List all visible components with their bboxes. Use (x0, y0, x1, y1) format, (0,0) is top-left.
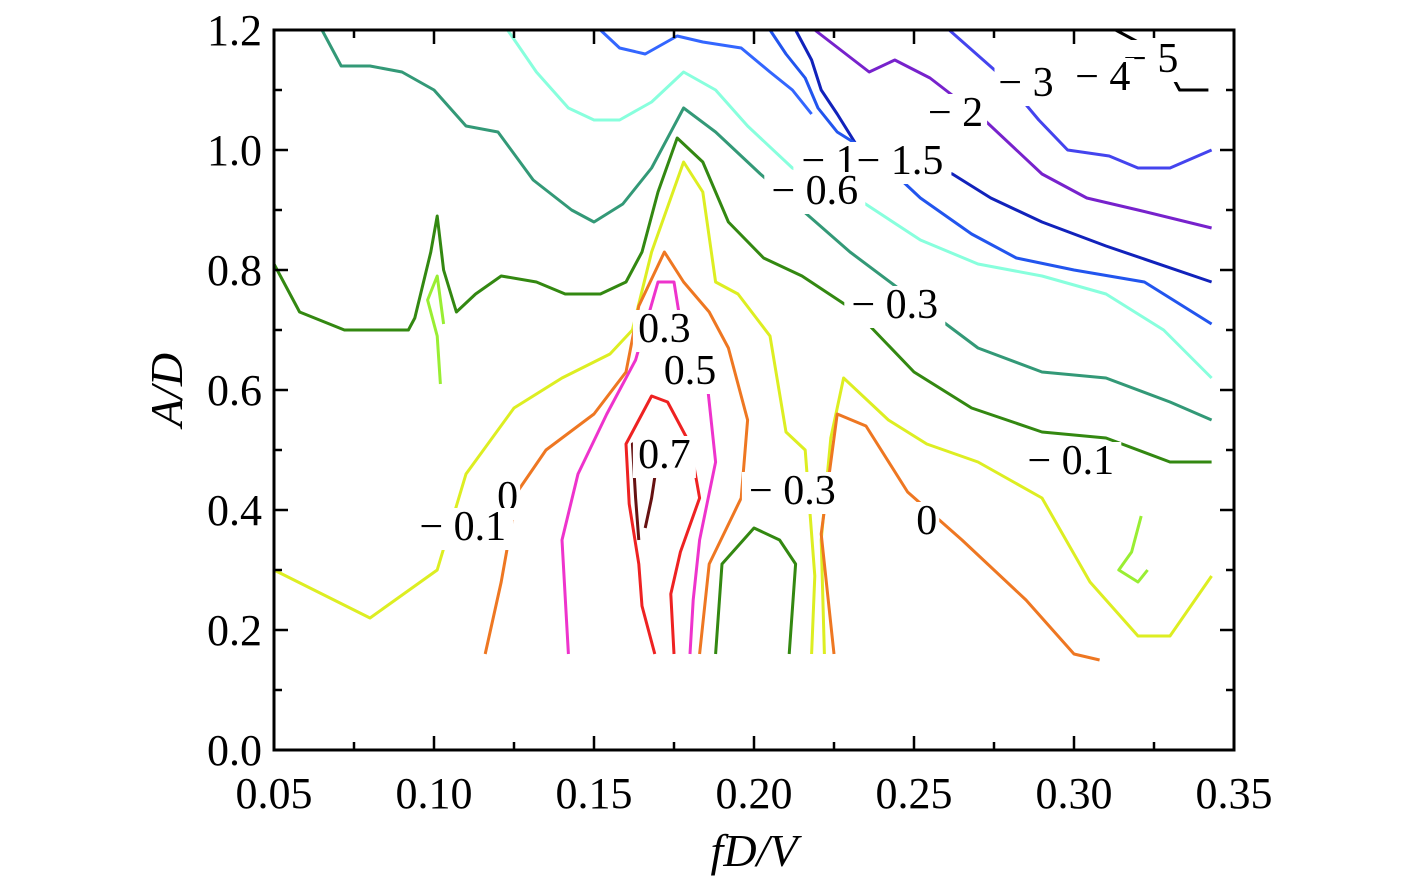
y-tick-label: 1.2 (207, 6, 262, 55)
contour-label-text: − 3 (998, 60, 1053, 106)
contour-label-text: − 0.6 (771, 168, 858, 214)
contour-label-bg (1071, 58, 1135, 100)
contour-label: − 2 (924, 90, 988, 136)
contour-label-bg (924, 94, 988, 136)
contour-label-bg (844, 286, 946, 328)
contour-label-bg (741, 472, 843, 514)
contour-label-bg (914, 502, 940, 544)
contour-label: 0 (914, 498, 940, 544)
contour-label: 0.3 (632, 306, 696, 352)
contour-label-text: − 0.3 (749, 468, 836, 514)
contour-label: − 4 (1071, 54, 1135, 100)
x-tick-label: 0.05 (236, 769, 313, 818)
contour-lines (272, 28, 1213, 662)
y-tick-label: 0.4 (207, 486, 262, 535)
contour-line-9-0 (273, 160, 817, 655)
contour-line-12-0 (624, 394, 702, 655)
contour-label: 0.5 (658, 348, 722, 394)
contour-label-text: − 4 (1075, 54, 1130, 100)
contour-label-bg (1020, 442, 1122, 484)
contour-line-10-0 (483, 250, 750, 655)
x-tick-label: 0.25 (876, 769, 953, 818)
contour-label-text: − 0.1 (1027, 438, 1114, 484)
y-axis-title: A/D (141, 353, 192, 430)
contour-label: − 0.1 (1020, 438, 1122, 484)
contour-line-14-0 (426, 274, 446, 385)
x-axis-title: fD/V (711, 825, 803, 876)
plot-frame (272, 28, 1236, 752)
contour-label: − 0.3 (741, 468, 843, 514)
contour-line-8-0 (272, 136, 1212, 464)
x-tick-labels: 0.05 0.10 0.15 0.20 0.25 0.30 0.35 (236, 769, 1273, 818)
contour-line-8-1 (714, 526, 798, 655)
contour-label-text: − 0.3 (851, 282, 938, 328)
y-tick-label: 0.8 (207, 246, 262, 295)
contour-line-5-0 (599, 28, 813, 115)
y-tick-label: 0.2 (207, 606, 262, 655)
contour-label-bg (764, 172, 866, 214)
contour-line-14-1 (1117, 515, 1149, 584)
x-tick-label: 0.15 (556, 769, 633, 818)
contour-label-text: − 2 (928, 90, 983, 136)
contour-label-text: − 0.1 (419, 504, 506, 550)
contour-label: − 0.6 (764, 168, 866, 214)
x-tick-label: 0.35 (1196, 769, 1273, 818)
contour-label-bg (632, 436, 696, 478)
contour-label-bg (994, 64, 1058, 106)
y-tick-label: 0.0 (207, 726, 262, 775)
contour-label-text: 0.3 (638, 306, 691, 352)
contour-label: 0.7 (632, 432, 696, 478)
contour-label-bg (658, 352, 722, 394)
y-tick-labels: 0.0 0.2 0.4 0.6 0.8 1.0 1.2 (207, 6, 262, 775)
y-tick-label: 1.0 (207, 126, 262, 175)
contour-label-bg (632, 310, 696, 352)
contour-labels: − 5− 4− 3− 2− 1− 1.5− 0.6− 0.30.30.50.70… (412, 36, 1183, 550)
contour-label-text: 0 (916, 498, 937, 544)
contour-line-9-1 (819, 376, 1213, 655)
contour-label: − 0.3 (844, 282, 946, 328)
y-tick-label: 0.6 (207, 366, 262, 415)
contour-label-text: 0.5 (664, 348, 717, 394)
x-tick-label: 0.20 (716, 769, 793, 818)
contour-label: − 0.1 (412, 504, 514, 550)
contour-line-11-0 (560, 280, 718, 655)
x-tick-label: 0.10 (396, 769, 473, 818)
contour-line-7-0 (320, 29, 1213, 422)
axis-ticks (272, 28, 1236, 752)
contour-label-text: 0.7 (638, 432, 691, 478)
x-tick-label: 0.30 (1036, 769, 1113, 818)
contour-line-6-0 (506, 29, 1213, 380)
contour-label: − 3 (994, 60, 1058, 106)
contour-label-bg (412, 508, 514, 550)
